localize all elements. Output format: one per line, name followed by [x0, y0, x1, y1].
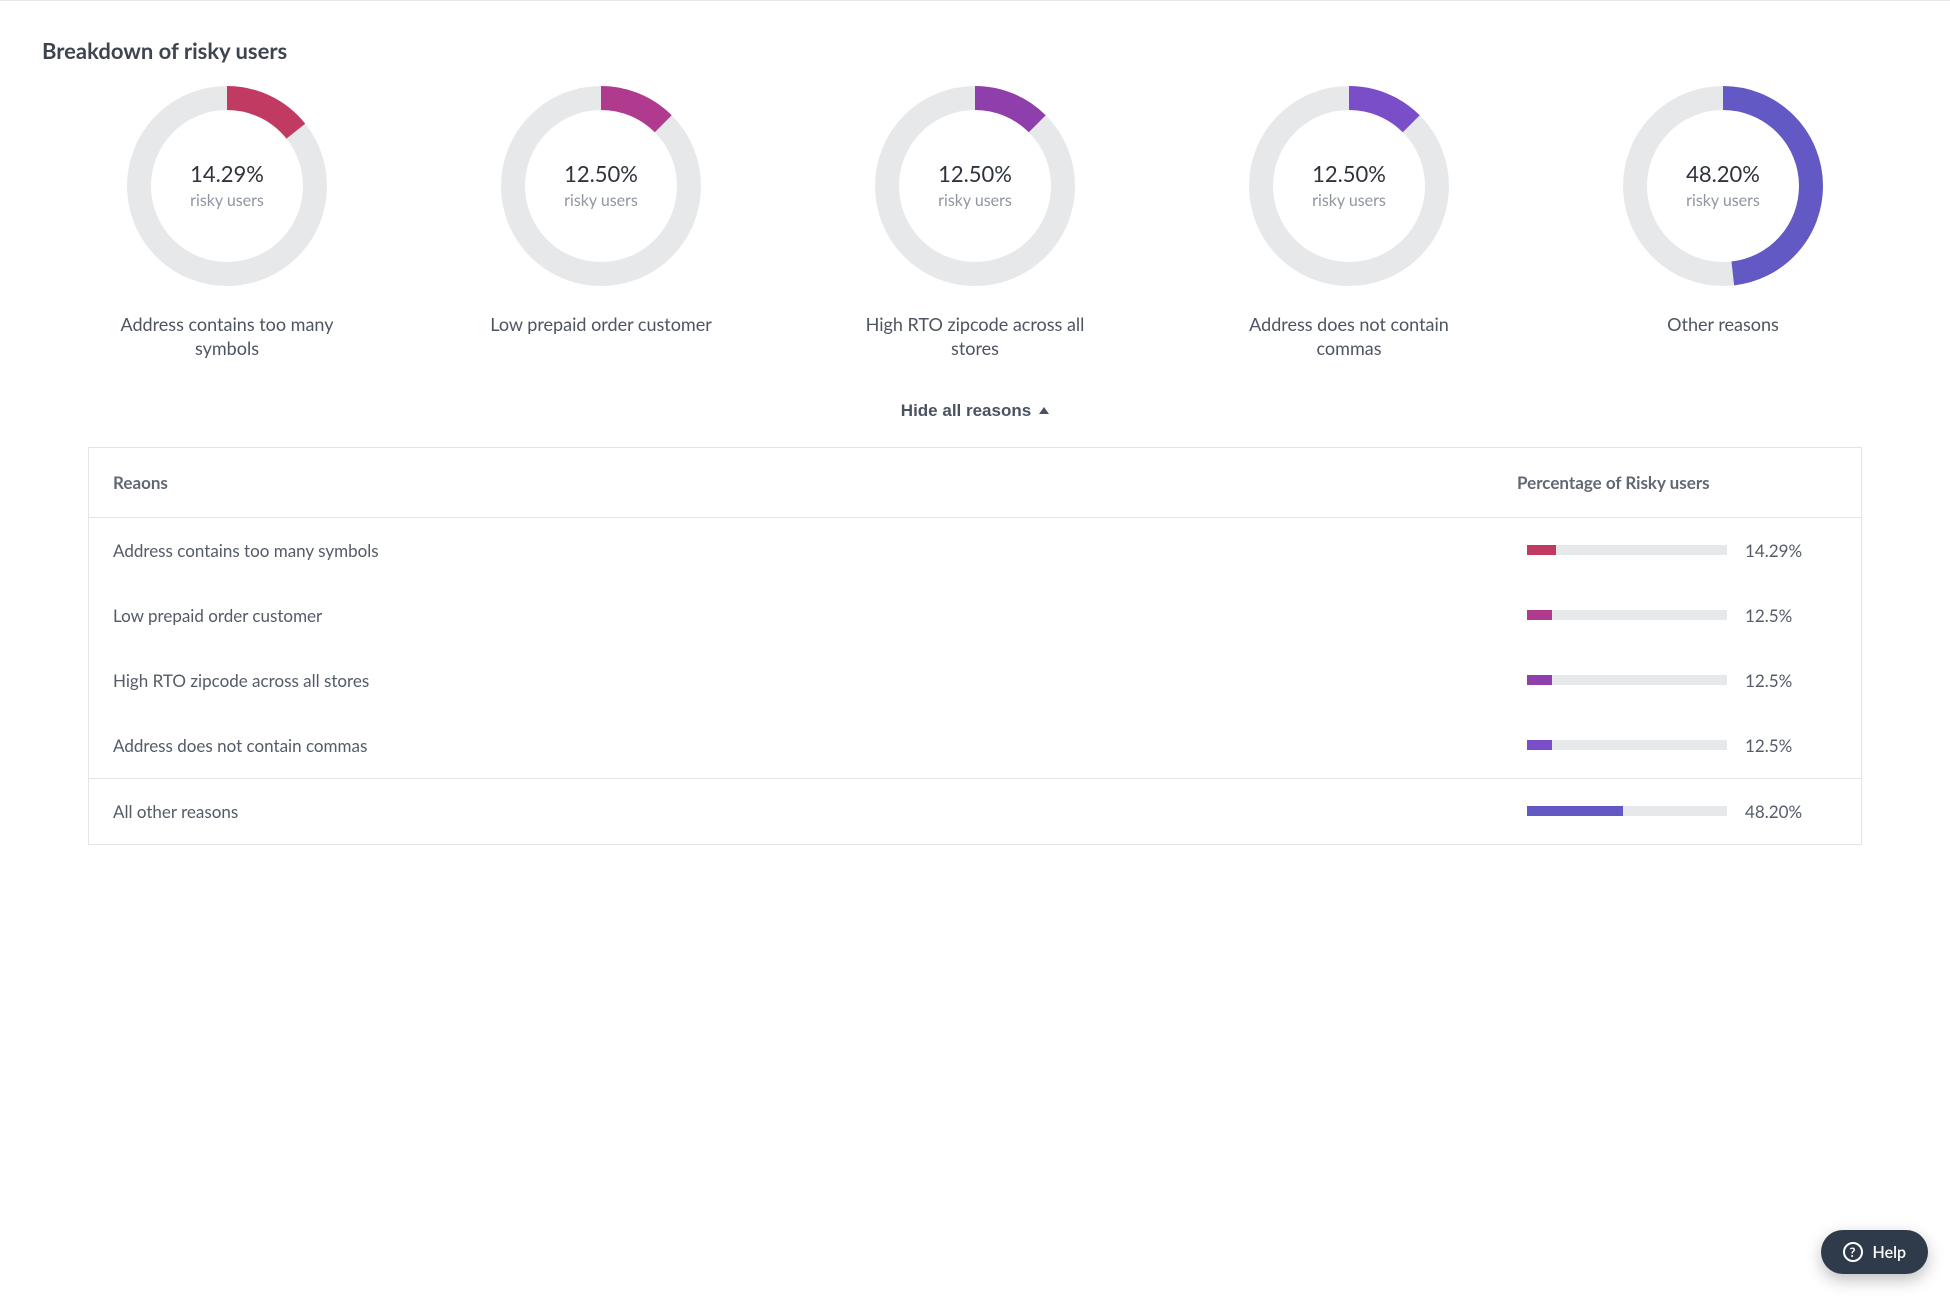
donut-center: 12.50% risky users: [875, 86, 1075, 286]
reasons-table: Reaons Percentage of Risky users Address…: [88, 447, 1862, 845]
reason-percentage-cell: 14.29%: [1527, 540, 1837, 561]
donut-label: High RTO zipcode across all stores: [860, 312, 1090, 361]
percentage-bar: [1527, 545, 1727, 555]
percentage-bar: [1527, 675, 1727, 685]
donut-label: Address does not contain commas: [1234, 312, 1464, 361]
percentage-bar: [1527, 740, 1727, 750]
donut-percent: 12.50%: [938, 162, 1012, 186]
donut-center: 12.50% risky users: [1249, 86, 1449, 286]
reasons-table-col-percentage: Percentage of Risky users: [1517, 472, 1837, 493]
table-row: Address does not contain commas 12.5%: [89, 713, 1861, 778]
table-row: All other reasons 48.20%: [89, 778, 1861, 844]
risky-users-breakdown-panel: Breakdown of risky users 14.29% risky use…: [0, 0, 1950, 965]
donut-sub-label: risky users: [1312, 191, 1386, 210]
hide-all-reasons-button[interactable]: Hide all reasons: [901, 401, 1049, 421]
percentage-value: 12.5%: [1745, 735, 1815, 756]
percentage-bar: [1527, 610, 1727, 620]
percentage-bar-fill: [1527, 675, 1552, 685]
help-widget[interactable]: ? Help: [1821, 1230, 1928, 1274]
table-row: High RTO zipcode across all stores 12.5%: [89, 648, 1861, 713]
reason-label: All other reasons: [113, 801, 1527, 822]
percentage-bar-fill: [1527, 740, 1552, 750]
donut-label: Address contains too many symbols: [112, 312, 342, 361]
donut-sub-label: risky users: [564, 191, 638, 210]
help-icon: ?: [1843, 1242, 1863, 1262]
donut-chart: 48.20% risky users: [1623, 86, 1823, 286]
donut-chart: 12.50% risky users: [501, 86, 701, 286]
percentage-bar: [1527, 806, 1727, 816]
reasons-table-col-reason: Reaons: [113, 472, 1517, 493]
toggle-label: Hide all reasons: [901, 401, 1031, 421]
section-title: Breakdown of risky users: [28, 37, 1922, 64]
percentage-bar-fill: [1527, 806, 1623, 816]
percentage-bar-fill: [1527, 545, 1556, 555]
reason-label: Address does not contain commas: [113, 735, 1527, 756]
donut-center: 12.50% risky users: [501, 86, 701, 286]
donut-cell: 48.20% risky users Other reasons: [1544, 86, 1902, 336]
donut-label: Low prepaid order customer: [490, 312, 712, 336]
table-row: Low prepaid order customer 12.5%: [89, 583, 1861, 648]
percentage-bar-fill: [1527, 610, 1552, 620]
donut-chart-row: 14.29% risky users Address contains too ma…: [28, 86, 1922, 361]
donut-chart: 12.50% risky users: [875, 86, 1075, 286]
reason-percentage-cell: 12.5%: [1527, 670, 1837, 691]
donut-cell: 12.50% risky users Address does not contai…: [1170, 86, 1528, 361]
reason-percentage-cell: 12.5%: [1527, 605, 1837, 626]
donut-label: Other reasons: [1667, 312, 1779, 336]
donut-cell: 12.50% risky users Low prepaid order custo…: [422, 86, 780, 336]
donut-cell: 12.50% risky users High RTO zipcode across…: [796, 86, 1154, 361]
reasons-table-body: Address contains too many symbols 14.29% L…: [89, 518, 1861, 844]
donut-sub-label: risky users: [190, 191, 264, 210]
donut-percent: 48.20%: [1686, 162, 1760, 186]
donut-cell: 14.29% risky users Address contains too ma…: [48, 86, 406, 361]
donut-percent: 12.50%: [564, 162, 638, 186]
donut-sub-label: risky users: [1686, 191, 1760, 210]
donut-chart: 14.29% risky users: [127, 86, 327, 286]
donut-percent: 14.29%: [190, 162, 264, 186]
help-label: Help: [1873, 1243, 1906, 1262]
donut-center: 48.20% risky users: [1623, 86, 1823, 286]
table-row: Address contains too many symbols 14.29%: [89, 518, 1861, 583]
percentage-value: 12.5%: [1745, 605, 1815, 626]
reasons-table-header: Reaons Percentage of Risky users: [89, 448, 1861, 518]
percentage-value: 48.20%: [1745, 801, 1815, 822]
percentage-value: 14.29%: [1745, 540, 1815, 561]
percentage-value: 12.5%: [1745, 670, 1815, 691]
reason-percentage-cell: 48.20%: [1527, 801, 1837, 822]
reason-percentage-cell: 12.5%: [1527, 735, 1837, 756]
donut-chart: 12.50% risky users: [1249, 86, 1449, 286]
reason-label: High RTO zipcode across all stores: [113, 670, 1527, 691]
donut-percent: 12.50%: [1312, 162, 1386, 186]
toggle-row: Hide all reasons: [28, 401, 1922, 421]
caret-up-icon: [1039, 407, 1049, 414]
reason-label: Low prepaid order customer: [113, 605, 1527, 626]
reason-label: Address contains too many symbols: [113, 540, 1527, 561]
donut-sub-label: risky users: [938, 191, 1012, 210]
donut-center: 14.29% risky users: [127, 86, 327, 286]
